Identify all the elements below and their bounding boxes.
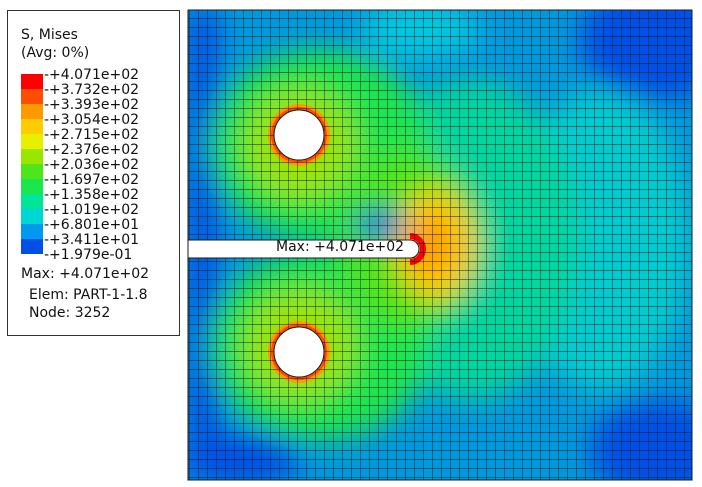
part-outline [187, 9, 693, 481]
lower-hole [273, 326, 325, 378]
legend-label: -+2.376e+02 [44, 142, 140, 158]
legend-swatch [21, 74, 43, 89]
legend-color-bar [21, 74, 43, 254]
legend-label: -+3.732e+02 [44, 82, 140, 98]
legend-label: -+3.054e+02 [44, 112, 140, 128]
legend-swatch [21, 209, 43, 224]
max-value-annotation: Max: +4.071e+02 [276, 239, 405, 255]
legend-label: -+3.393e+02 [44, 97, 140, 113]
legend-swatch [21, 194, 43, 209]
legend-elem-line: Elem: PART-1-1.8 [29, 287, 148, 303]
legend-label: -+1.019e+02 [44, 202, 140, 218]
legend-swatch [21, 164, 43, 179]
legend-label: -+4.071e+02 [44, 67, 140, 83]
legend-label: -+1.358e+02 [44, 187, 140, 203]
legend-swatch [21, 239, 43, 254]
legend-swatch [21, 104, 43, 119]
legend-swatch [21, 134, 43, 149]
notch [188, 239, 420, 259]
legend-label: -+2.036e+02 [44, 157, 140, 173]
legend-label: -+1.979e-01 [44, 247, 133, 263]
part-body [188, 10, 692, 480]
upper-hole [273, 109, 325, 161]
legend-label: -+6.801e+01 [44, 217, 140, 233]
legend-swatch [21, 224, 43, 239]
legend-max-line: Max: +4.071e+02 [21, 266, 150, 282]
legend-title: S, Mises [21, 27, 78, 43]
legend-label: -+3.411e+01 [44, 232, 140, 248]
legend-swatch [21, 119, 43, 134]
legend-swatch [21, 149, 43, 164]
legend-panel: S, Mises (Avg: 0%) -+4.071e+02 -+3.732e+0… [7, 10, 180, 336]
legend-node-line: Node: 3252 [29, 305, 111, 321]
legend-label: -+2.715e+02 [44, 127, 140, 143]
legend-subtitle: (Avg: 0%) [21, 45, 90, 61]
legend-swatch [21, 179, 43, 194]
legend-swatch [21, 89, 43, 104]
legend-label: -+1.697e+02 [44, 172, 140, 188]
